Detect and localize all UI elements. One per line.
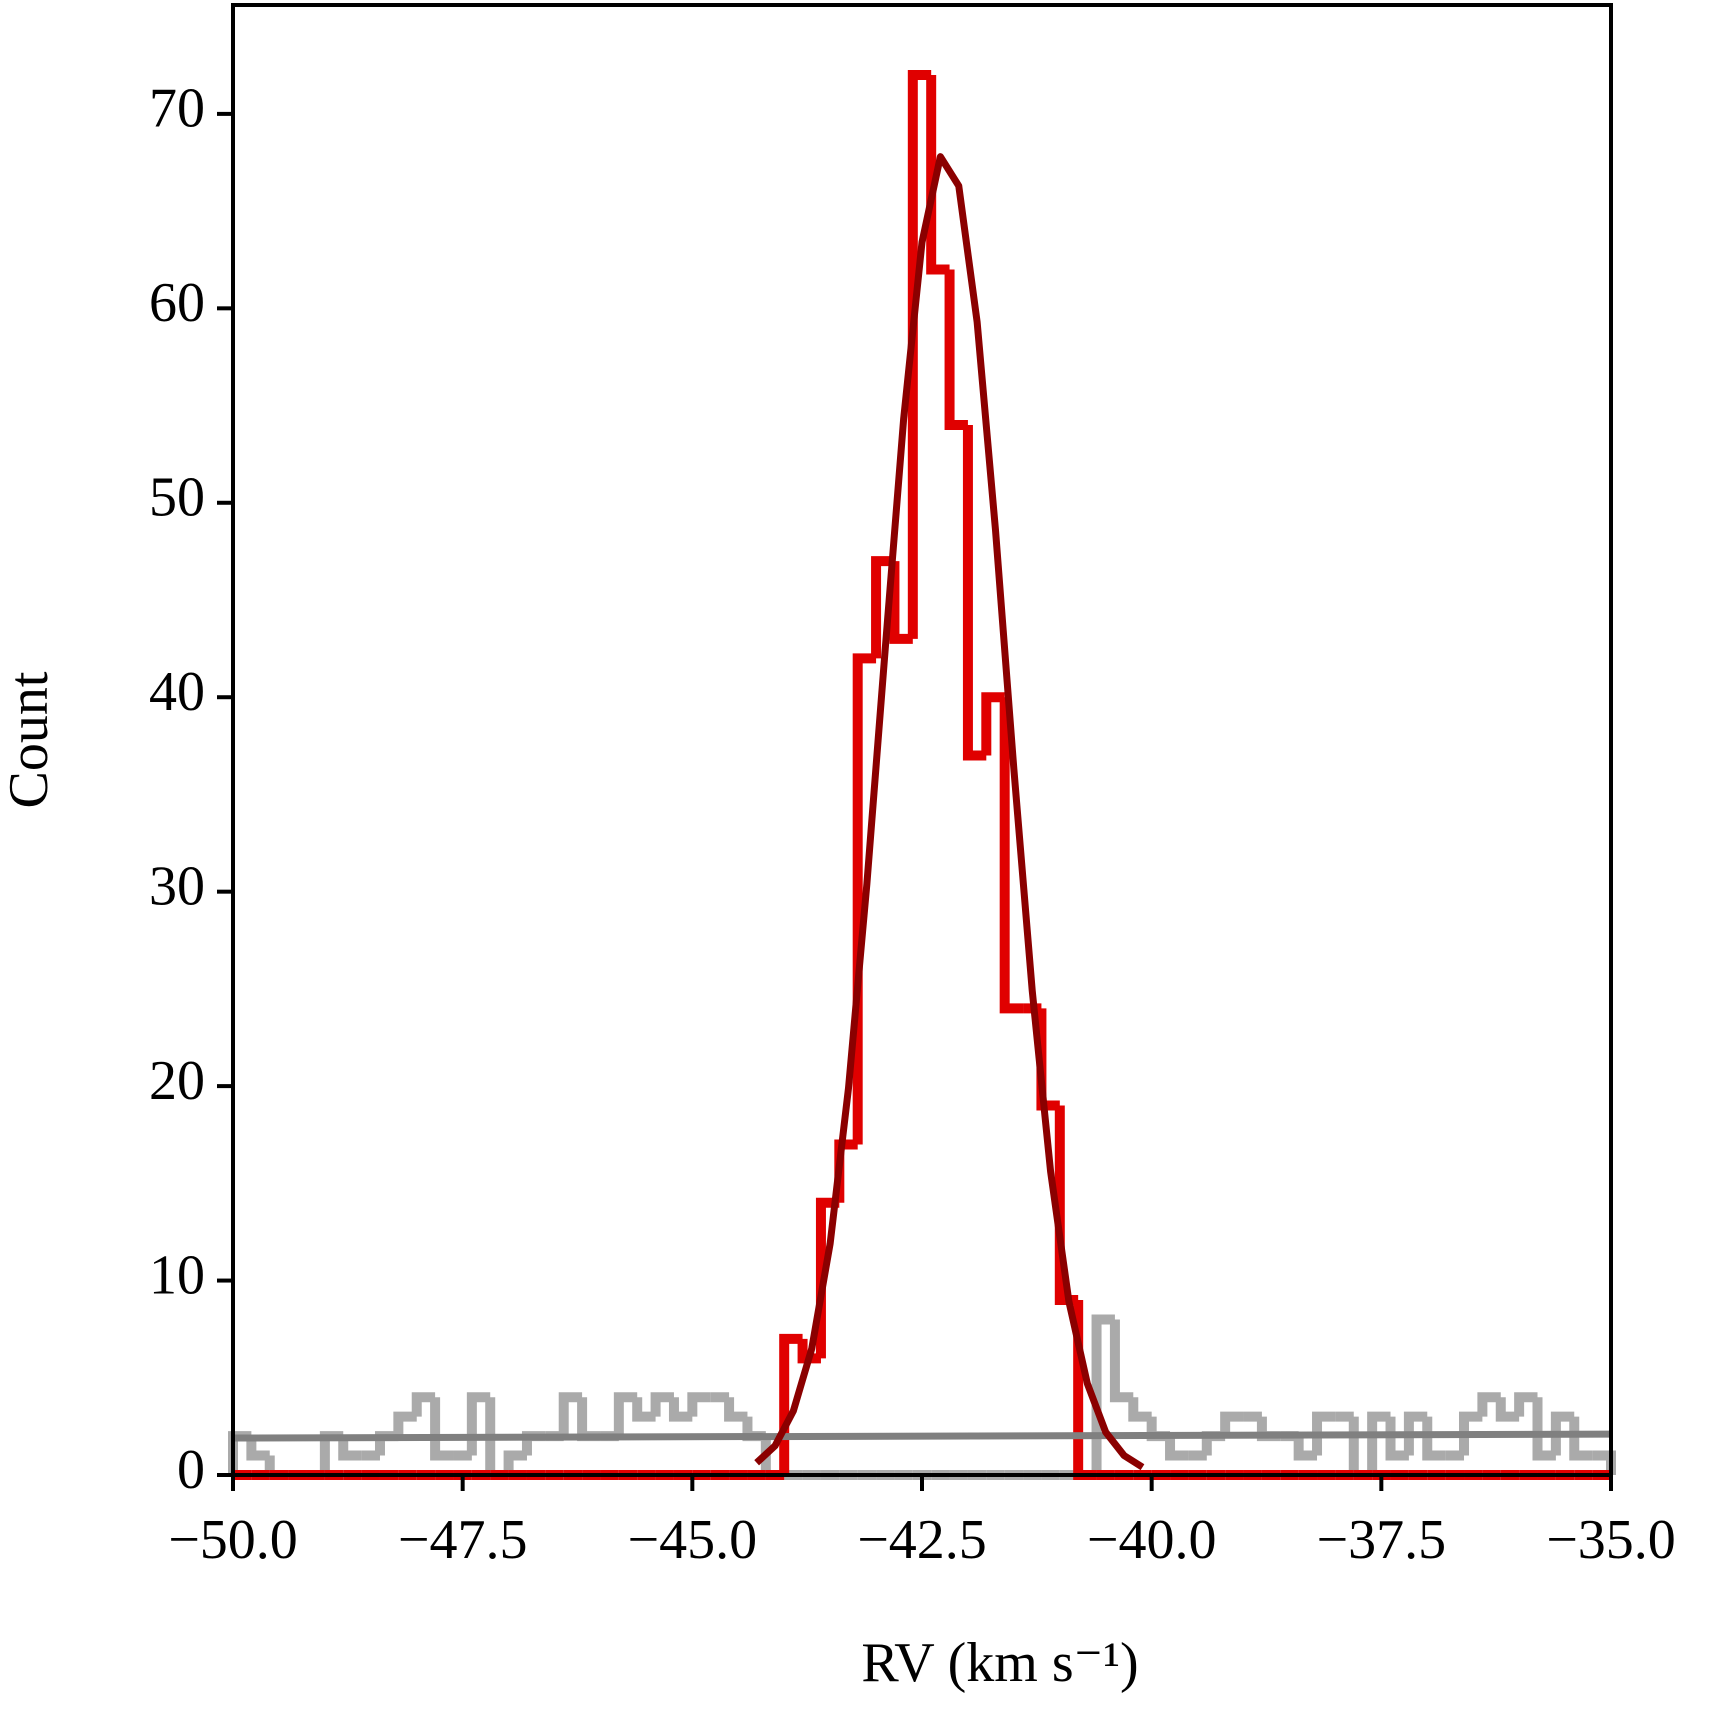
- histogram-bin: [1495, 1397, 1520, 1422]
- x-tick-label: −50.0: [168, 1509, 298, 1571]
- x-tick-label: −35.0: [1546, 1509, 1676, 1571]
- y-tick-label: 40: [149, 661, 205, 723]
- x-tick-label: −47.5: [398, 1509, 528, 1571]
- histogram-bin: [687, 1392, 711, 1417]
- histogram-bin: [430, 1397, 454, 1461]
- x-tick-label: −40.0: [1087, 1509, 1217, 1571]
- histogram-bin: [577, 1397, 601, 1442]
- histogram-bin: [1385, 1416, 1409, 1461]
- y-axis-label: Count: [0, 671, 60, 808]
- x-tick-label: −42.5: [857, 1509, 987, 1571]
- y-tick-label: 70: [149, 78, 205, 140]
- histogram-bin: [246, 1436, 270, 1461]
- histogram-bin: [1293, 1436, 1318, 1461]
- histogram-bin: [1312, 1411, 1336, 1456]
- histogram-bin: [338, 1436, 362, 1461]
- histogram-bin: [1109, 1319, 1134, 1403]
- y-tick-label: 0: [177, 1439, 205, 1501]
- y-tick-label: 20: [149, 1050, 205, 1112]
- histogram-bin: [558, 1392, 583, 1437]
- histogram-bin: [1220, 1411, 1244, 1437]
- histogram-bin: [907, 70, 932, 639]
- histogram-bin: [944, 269, 968, 430]
- histogram-bin: [1403, 1411, 1428, 1456]
- histogram-bin: [1165, 1436, 1189, 1461]
- y-tick-label: 50: [149, 467, 205, 529]
- histogram-bin: [1091, 1314, 1115, 1475]
- histogram-bin: [926, 75, 950, 275]
- histogram-bin: [632, 1397, 656, 1422]
- histogram-bin: [1367, 1411, 1391, 1475]
- histogram-bin: [1128, 1397, 1152, 1422]
- histogram-bin: [613, 1392, 638, 1437]
- x-axis-label: RV (km s⁻¹): [861, 1632, 1138, 1694]
- y-tick-label: 10: [149, 1244, 205, 1306]
- y-tick-label: 60: [149, 272, 205, 334]
- histogram-bin: [1201, 1431, 1226, 1456]
- histogram-bin: [889, 561, 913, 644]
- y-tick-label: 30: [149, 856, 205, 918]
- histogram-bin: [393, 1411, 417, 1437]
- histogram-bin: [1569, 1416, 1593, 1461]
- histogram-bin: [411, 1392, 436, 1417]
- histogram-bin: [1422, 1416, 1446, 1461]
- fit-line: [754, 153, 1145, 1471]
- plot-frame: [231, 3, 1613, 1477]
- histogram-bin: [1550, 1411, 1575, 1456]
- histogram-bin: [1514, 1392, 1538, 1417]
- x-tick-label: −37.5: [1317, 1509, 1447, 1571]
- histogram-bin: [1477, 1392, 1501, 1417]
- histogram-bin: [1459, 1411, 1483, 1456]
- fit-line: [232, 1430, 1612, 1442]
- x-tick-label: −45.0: [628, 1509, 758, 1571]
- histogram-bin: [797, 1338, 821, 1364]
- histogram-bin: [650, 1392, 674, 1417]
- histogram-bin: [724, 1397, 748, 1422]
- histogram-bin: [503, 1450, 527, 1475]
- histogram-bin: [999, 697, 1024, 1014]
- histogram-bin: [1532, 1397, 1556, 1461]
- histogram-bin: [871, 556, 895, 659]
- histogram-bin: [962, 425, 987, 761]
- histogram-bin: [668, 1397, 693, 1422]
- histogram-bin: [981, 692, 1005, 756]
